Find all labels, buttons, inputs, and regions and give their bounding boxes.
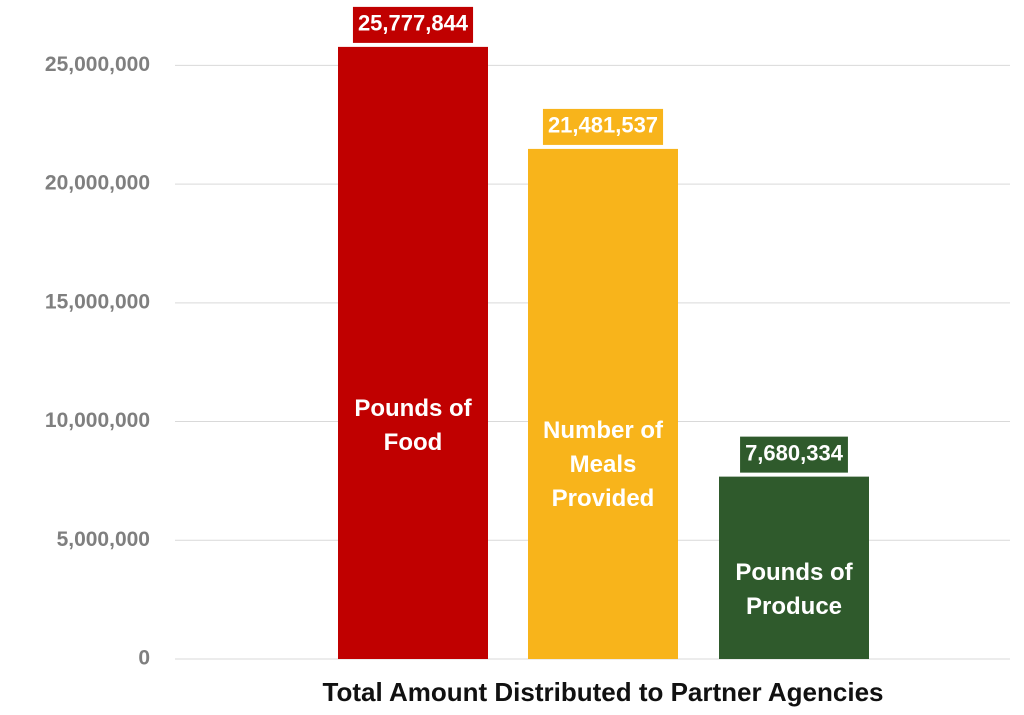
- category-label-box: Pounds of Food: [354, 395, 472, 457]
- bar: [528, 148, 678, 659]
- y-tick-label: 25,000,000: [45, 53, 150, 76]
- value-label-box: [352, 6, 474, 43]
- value-label: 25,777,844: [358, 11, 469, 36]
- value-label-box: [542, 108, 664, 145]
- category-label-box: Number of Meals Provided: [543, 417, 663, 513]
- value-label: 21,481,537: [548, 113, 658, 138]
- category-label-box: Pounds of Produce: [735, 558, 853, 620]
- value-label: 7,680,334: [745, 440, 844, 465]
- bar: [719, 476, 869, 659]
- category-label: Number of Meals Provided: [543, 417, 663, 513]
- y-tick-label: 0: [138, 647, 150, 670]
- value-label-box: [740, 436, 848, 473]
- y-tick-label: 20,000,000: [45, 172, 150, 195]
- category-label: Pounds of Produce: [735, 558, 853, 620]
- y-tick-label: 5,000,000: [57, 528, 150, 551]
- bar: [338, 46, 488, 660]
- category-label: Pounds of Food: [354, 395, 472, 457]
- y-tick-label: 15,000,000: [45, 290, 150, 313]
- y-tick-label: 10,000,000: [45, 409, 150, 432]
- x-axis-title: Total Amount Distributed to Partner Agen…: [323, 677, 884, 707]
